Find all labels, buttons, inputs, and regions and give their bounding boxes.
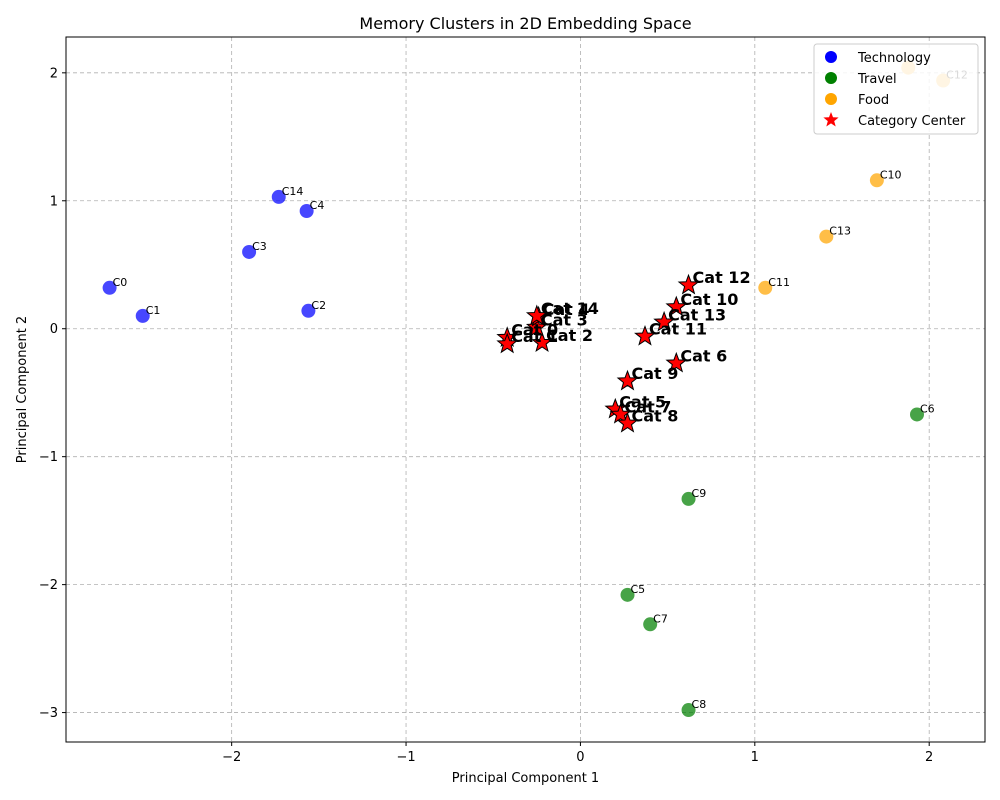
legend-marker-star <box>823 112 839 127</box>
axis-ticks: −2 −1 0 1 2 −3 −2 −1 0 1 2 <box>39 66 934 765</box>
legend-entry: Category Center <box>858 114 966 129</box>
y-tick-label: −2 <box>39 578 58 593</box>
x-tick-label: −1 <box>396 750 415 765</box>
x-tick-label: 2 <box>925 750 933 765</box>
category-center-star <box>665 351 688 373</box>
scatter-point <box>301 303 316 318</box>
chart-title: Memory Clusters in 2D Embedding Space <box>359 14 691 33</box>
scatter-point <box>758 280 773 295</box>
scatter-point <box>242 244 257 259</box>
scatter-point <box>620 587 635 602</box>
scatter-point <box>909 407 924 422</box>
category-center-label: Cat 2 <box>546 326 593 345</box>
x-tick-label: 0 <box>576 750 584 765</box>
category-center-label: Cat 5 <box>619 392 666 411</box>
category-center-label: Cat 14 <box>541 299 599 318</box>
legend-entry: Travel <box>857 72 897 87</box>
point-label: C4 <box>310 199 325 212</box>
point-label: C8 <box>692 698 707 711</box>
category-center-label: Cat 3 <box>541 310 588 329</box>
category-center-star <box>496 332 519 354</box>
legend-marker <box>825 51 837 63</box>
point-label: C7 <box>653 612 668 625</box>
y-tick-label: 0 <box>50 322 58 337</box>
category-center-label: Cat 11 <box>649 319 707 338</box>
category-center-star <box>634 324 656 346</box>
category-center-label: Cat 4 <box>543 300 590 319</box>
category-center-label: Cat 8 <box>632 406 679 425</box>
category-center-label: Cat 10 <box>680 290 738 309</box>
point-label: C6 <box>920 402 935 415</box>
x-tick-label: 1 <box>751 750 759 765</box>
category-center-label: Cat 13 <box>668 305 726 324</box>
category-center-star <box>665 295 688 317</box>
category-center-label: Cat 7 <box>625 397 672 416</box>
point-label: C0 <box>113 276 128 289</box>
category-center-star <box>677 273 700 295</box>
legend: Technology Travel Food Category Center <box>813 43 979 135</box>
category-center-star <box>609 403 632 424</box>
category-center-star <box>616 369 639 391</box>
scatter-point <box>135 308 150 323</box>
data-points: C0C1C2C3C4C14C5C6C7C8C9C10C11C12C13 <box>102 60 968 718</box>
y-tick-label: −3 <box>39 706 58 721</box>
point-label: C5 <box>631 583 646 596</box>
y-tick-label: −1 <box>39 450 58 465</box>
point-label: C13 <box>829 225 851 238</box>
scatter-point <box>102 280 117 295</box>
category-center-label: Cat 9 <box>632 364 679 383</box>
y-axis-label: Principal Component 2 <box>15 316 30 463</box>
category-center-label: Cat 1 <box>511 327 558 346</box>
point-label: C3 <box>252 240 267 253</box>
point-label: C9 <box>692 487 707 500</box>
category-center-label: Cat 12 <box>693 268 751 287</box>
legend-box <box>813 43 979 135</box>
scatter-point <box>819 229 834 244</box>
point-label: C14 <box>282 185 304 198</box>
category-center-star <box>616 411 639 433</box>
legend-entry: Food <box>858 93 889 108</box>
y-tick-label: 2 <box>50 66 58 81</box>
legend-entry: Technology <box>857 51 931 66</box>
scatter-point <box>681 703 696 718</box>
category-center-star <box>525 304 548 326</box>
point-label: C10 <box>880 168 902 181</box>
scatter-point <box>869 173 884 188</box>
scatter-point <box>643 617 658 632</box>
plot-frame <box>65 36 986 743</box>
point-label: C1 <box>146 304 161 317</box>
y-tick-label: 1 <box>50 194 58 209</box>
x-axis-label: Principal Component 1 <box>452 771 599 786</box>
category-center-star <box>653 310 675 332</box>
category-center-label: Cat 6 <box>680 346 727 365</box>
scatter-point <box>681 491 696 506</box>
x-tick-label: −2 <box>222 750 241 765</box>
category-center-label: Cat 0 <box>511 321 558 340</box>
point-label: C2 <box>311 299 326 312</box>
category-center-star <box>531 331 553 353</box>
legend-marker <box>825 72 837 84</box>
scatter-point <box>299 204 314 219</box>
scatter-point <box>271 189 286 204</box>
point-label: C11 <box>768 276 790 289</box>
legend-marker <box>825 93 837 105</box>
